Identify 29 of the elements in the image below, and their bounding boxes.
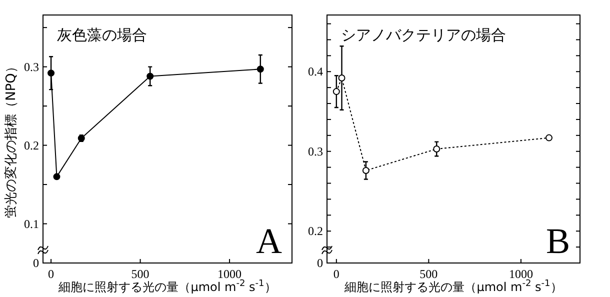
annotation: B (546, 221, 570, 261)
y-tick-label: 0.1 (24, 216, 39, 231)
x-axis-title: 細胞に照射する光の量（μmol m$^{-2}$ s$^{-1}$） (344, 279, 562, 294)
y-tick-label: 0 (33, 256, 39, 270)
y-tick-label: 0.3 (308, 144, 323, 158)
point (53, 173, 60, 180)
point (338, 74, 346, 82)
y-tick-label: 0 (317, 256, 323, 270)
x-tick-label: 0 (48, 267, 54, 281)
y-tick-label: 0.2 (24, 138, 39, 152)
annotation: A (256, 221, 282, 261)
y-tick-label: 0.2 (308, 224, 323, 238)
point (256, 66, 264, 73)
x-tick-label: 0 (333, 267, 340, 281)
x-tick-label: 1000 (218, 267, 242, 281)
y-axis-title: 蛍光の変化の指標（NPQ） (3, 60, 19, 218)
x-tick-label: 500 (131, 267, 150, 281)
point (433, 145, 440, 152)
y-tick-label: 0.4 (308, 64, 323, 79)
point (48, 70, 55, 77)
point (332, 88, 340, 96)
y-tick-label: 0.3 (24, 60, 39, 74)
point (362, 167, 370, 174)
x-tick-label: 500 (420, 267, 438, 281)
text: シアノバクテリアの場合 (341, 26, 506, 44)
point (146, 72, 154, 80)
x-axis-title: 細胞に照射する光の量（μmol m$^{-2}$ s$^{-1}$） (58, 279, 276, 294)
text: 灰色藻の場合 (57, 26, 147, 44)
point (546, 134, 552, 142)
